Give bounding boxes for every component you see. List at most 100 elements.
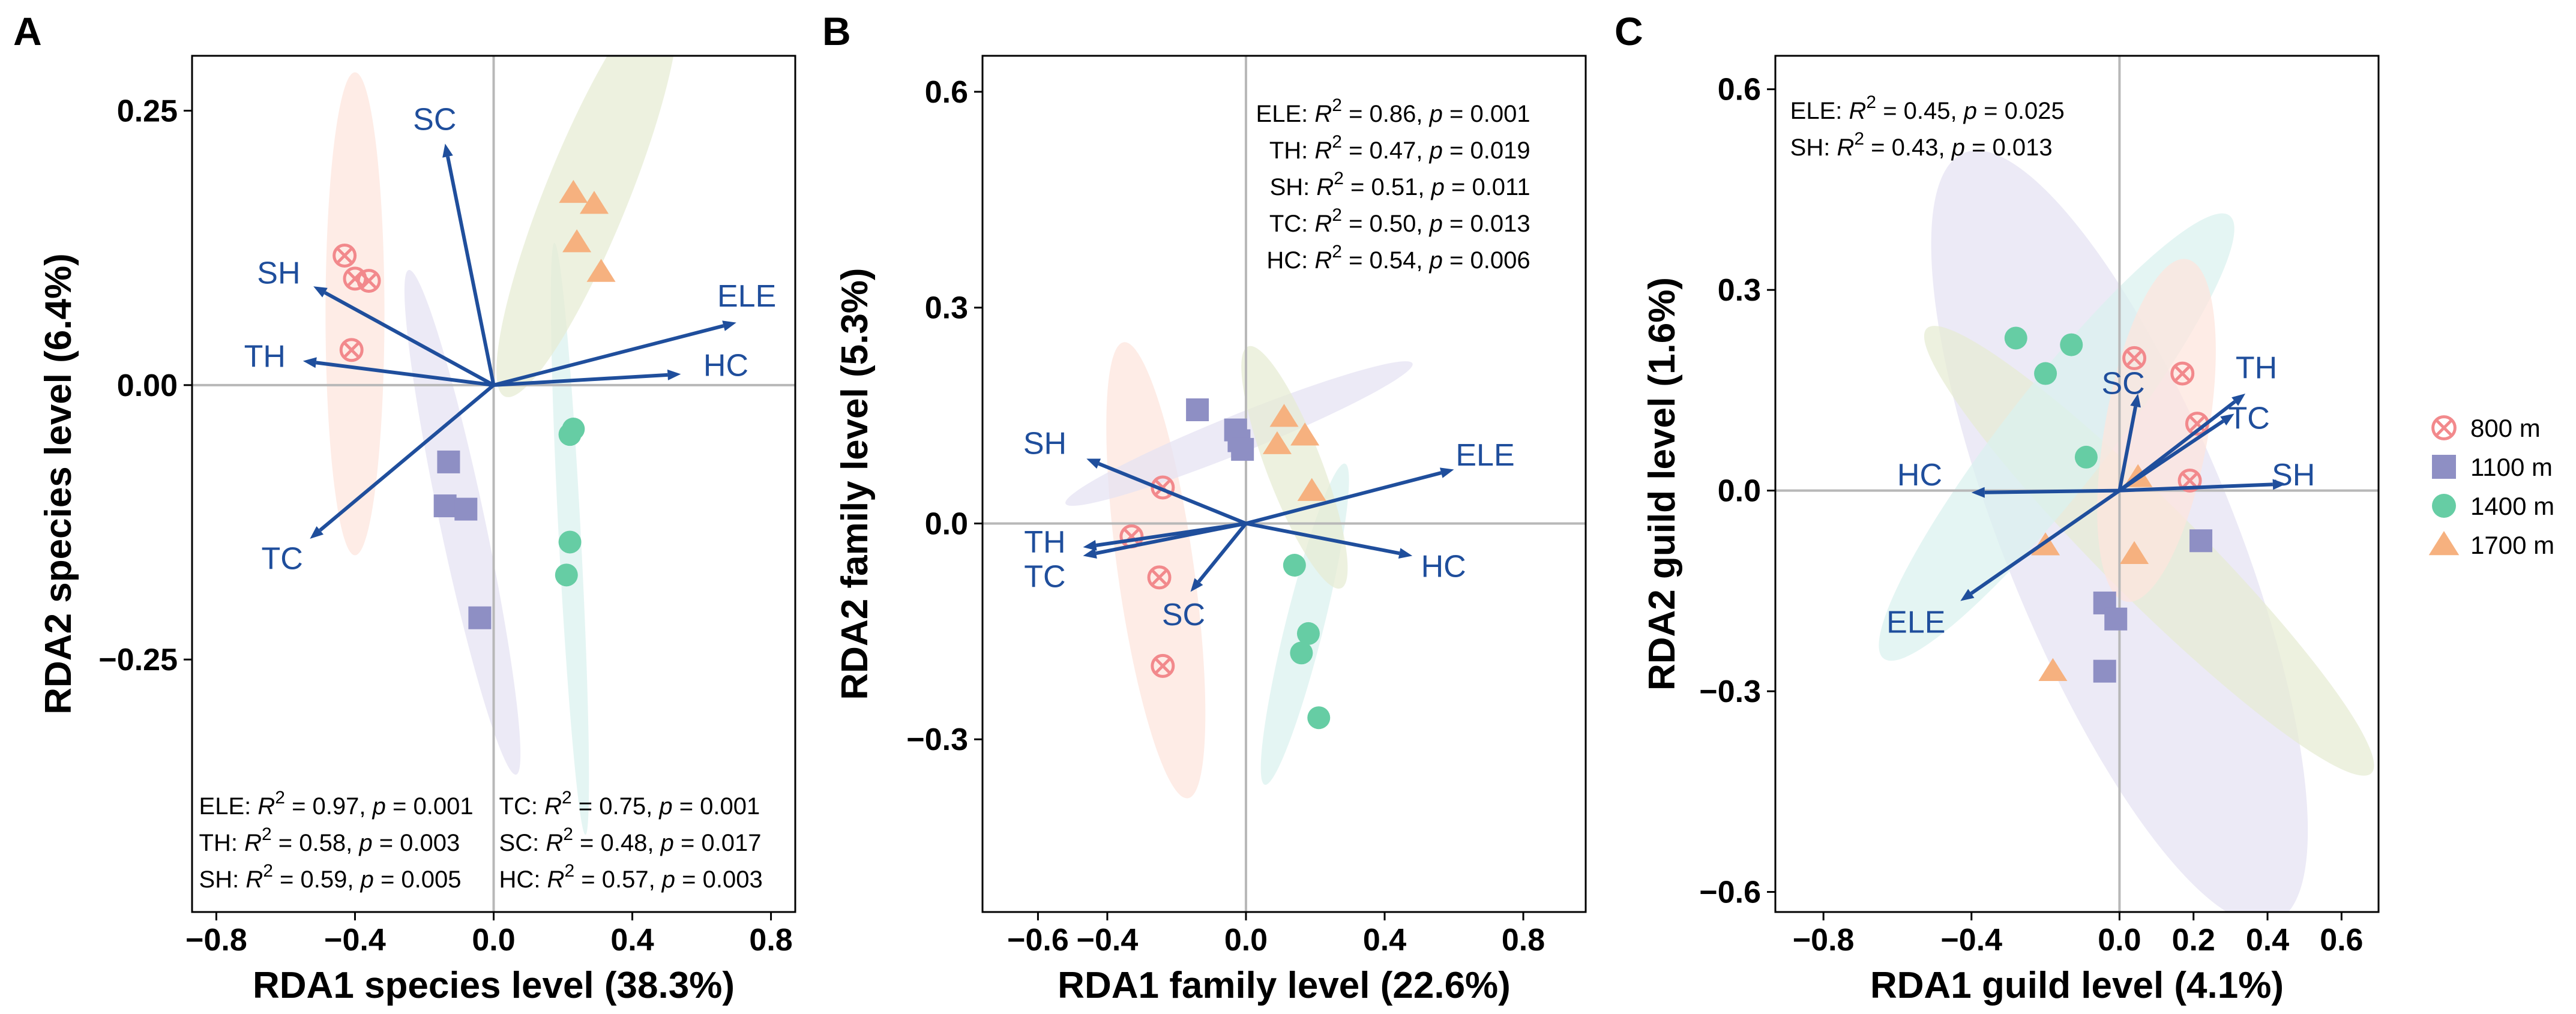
- arrow-ele: [493, 324, 724, 387]
- panel-letter: A: [13, 9, 42, 53]
- stat-superscript: 2: [563, 824, 573, 844]
- arrow-label-sc: SC: [1162, 598, 1205, 632]
- arrow-tc: [1095, 521, 1247, 556]
- x-tick-label: 0.0: [1224, 923, 1268, 958]
- y-tick-label: 0.3: [925, 291, 968, 326]
- stat-row: TC: R2 = 0.75, p = 0.001: [499, 788, 760, 820]
- stat-r2: = 0.97,: [285, 793, 373, 820]
- x-tick-label: 0.0: [2098, 923, 2141, 958]
- arrow-hc: [493, 373, 668, 387]
- arrow-th: [316, 361, 494, 387]
- arrow-label-th: TH: [2236, 351, 2277, 386]
- confidence-ellipse-1700: [1241, 346, 1348, 589]
- data-point-1700: [559, 179, 588, 203]
- stat-var: SH:: [1270, 174, 1317, 200]
- stat-r2: = 0.75,: [572, 793, 660, 820]
- y-tick-label: −0.6: [1699, 875, 1761, 910]
- arrowhead-sh: [1086, 458, 1101, 469]
- stat-row: HC: R2 = 0.54, p = 0.006: [1266, 242, 1530, 274]
- stat-p-symbol: p: [372, 793, 386, 820]
- data-point-1700: [586, 259, 616, 282]
- arrowhead-sc: [442, 143, 453, 158]
- data-point-1400: [558, 530, 582, 554]
- stat-r2: = 0.50,: [1342, 211, 1430, 237]
- panel-letter: B: [822, 9, 851, 53]
- stat-p: = 0.001: [1443, 101, 1530, 127]
- x-tick-label: −0.8: [185, 923, 247, 958]
- data-point-800: [2122, 346, 2147, 370]
- arrowhead-hc: [1398, 548, 1413, 559]
- x-tick-label: −0.4: [324, 923, 386, 958]
- arrowhead-th: [2231, 393, 2246, 406]
- legend-item-1700: 1700 m: [2428, 531, 2554, 559]
- marker-ring: [2177, 468, 2202, 493]
- legend-label-1700: 1700 m: [2470, 531, 2554, 559]
- marker-ring: [357, 269, 381, 293]
- data-point-1700: [1290, 422, 1320, 446]
- arrow-label-ele: ELE: [1886, 605, 1945, 640]
- x-tick-label: 0.8: [749, 923, 792, 958]
- data-point-1700: [2120, 541, 2149, 564]
- stat-row: SH: R2 = 0.43, p = 0.013: [1790, 129, 2053, 161]
- x-tick-label: 0.6: [2320, 923, 2363, 958]
- arrowhead-sc: [1190, 578, 1203, 592]
- stat-r2: = 0.86,: [1342, 101, 1430, 127]
- stat-superscript: 2: [562, 788, 572, 808]
- stat-r-symbol: R: [1314, 211, 1332, 237]
- data-point-1700: [562, 229, 592, 253]
- arrow-tc: [319, 383, 495, 532]
- stat-r-symbol: R: [257, 793, 275, 820]
- legend-marker-1700: [2428, 531, 2460, 556]
- x-axis-title: RDA1 family level (22.6%): [1058, 965, 1511, 1006]
- stat-var: ELE:: [199, 793, 258, 820]
- stat-p: = 0.013: [1443, 211, 1530, 237]
- arrow-label-sh: SH: [1023, 427, 1067, 461]
- data-point-1400: [1283, 554, 1306, 577]
- data-point-1400: [1307, 706, 1331, 730]
- data-point-800: [1147, 565, 1172, 590]
- data-point-1100: [1231, 437, 1254, 461]
- legend-label-1100: 1100 m: [2470, 453, 2553, 481]
- arrow-label-hc: HC: [1421, 550, 1466, 584]
- arrow-sh: [1098, 462, 1247, 526]
- stat-var: TH:: [1269, 137, 1315, 164]
- stat-p: = 0.001: [386, 793, 474, 820]
- stat-r-symbol: R: [245, 866, 263, 893]
- stat-superscript: 2: [1334, 169, 1344, 188]
- stats-block: ELE: R2 = 0.45, p = 0.025 SH: R2 = 0.43, …: [1790, 92, 2065, 161]
- stat-superscript: 2: [1332, 205, 1342, 225]
- marker-ring: [1151, 475, 1175, 500]
- legend-item-800: 800 m: [2431, 414, 2541, 442]
- arrow-sc: [446, 156, 496, 386]
- stat-var: TC:: [499, 793, 545, 820]
- x-axis-title: RDA1 guild level (4.1%): [1870, 965, 2284, 1006]
- arrowhead-sc: [2130, 393, 2141, 408]
- stat-p-symbol: p: [660, 830, 674, 856]
- confidence-ellipse-1100: [404, 269, 521, 775]
- legend: 800 m 1100 m 1400 m 1700 m: [2428, 414, 2554, 559]
- stat-row: HC: R2 = 0.57, p = 0.003: [499, 861, 763, 893]
- stat-r2: = 0.48,: [573, 830, 661, 856]
- x-tick-label: 0.0: [472, 923, 515, 958]
- marker-ring: [2431, 415, 2457, 440]
- arrow-sh: [2119, 482, 2273, 493]
- marker-ring: [2122, 346, 2147, 370]
- stat-superscript: 2: [262, 824, 272, 844]
- marker-cross: [2174, 365, 2191, 382]
- stat-row: ELE: R2 = 0.45, p = 0.025: [1790, 92, 2065, 124]
- stat-row: ELE: R2 = 0.97, p = 0.001: [199, 788, 474, 820]
- x-tick-label: 0.4: [610, 923, 654, 958]
- x-tick-label: −0.4: [1077, 923, 1139, 958]
- stat-var: HC:: [499, 866, 547, 893]
- stat-row: SH: R2 = 0.59, p = 0.005: [199, 861, 462, 893]
- marker-cross: [1151, 569, 1168, 586]
- arrow-hc: [1245, 521, 1400, 556]
- stat-p-symbol: p: [1963, 98, 1977, 124]
- stat-p: = 0.003: [675, 866, 763, 893]
- y-axis-title: RDA2 species level (6.4%): [38, 253, 79, 715]
- y-tick-label: 0.0: [1718, 474, 1761, 509]
- stat-r2: = 0.43,: [1864, 134, 1952, 161]
- arrowhead-sh: [2272, 479, 2286, 490]
